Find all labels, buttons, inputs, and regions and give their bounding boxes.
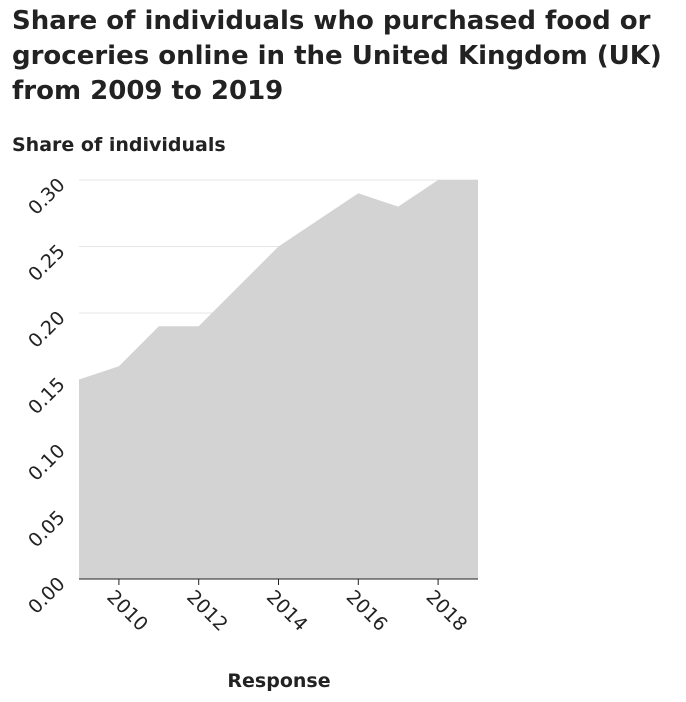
y-tick-label: 0.25	[24, 240, 69, 285]
y-tick-label: 0.00	[24, 573, 69, 618]
x-tick-label: 2016	[342, 586, 392, 636]
y-tick-label: 0.20	[24, 307, 69, 352]
x-tick-label: 2014	[262, 586, 312, 636]
y-tick-label: 0.15	[24, 373, 69, 418]
y-axis-ticks: 0.00 0.05 0.10 0.15 0.20 0.25 0.30	[24, 174, 69, 618]
y-axis-label: Share of individuals	[12, 134, 226, 156]
x-tick-label: 2018	[422, 586, 472, 636]
x-axis-label: Response	[227, 670, 330, 692]
area-fill	[79, 180, 478, 579]
chart-title: Share of individuals who purchased food …	[12, 6, 662, 106]
x-axis-ticks: 2010 2012 2014 2016 2018	[102, 579, 471, 636]
y-tick-label: 0.05	[24, 506, 69, 551]
area-series	[79, 180, 478, 579]
x-tick-label: 2012	[182, 586, 232, 636]
y-tick-label: 0.30	[24, 174, 69, 219]
x-tick-label: 2010	[102, 586, 152, 636]
y-tick-label: 0.10	[24, 440, 69, 485]
